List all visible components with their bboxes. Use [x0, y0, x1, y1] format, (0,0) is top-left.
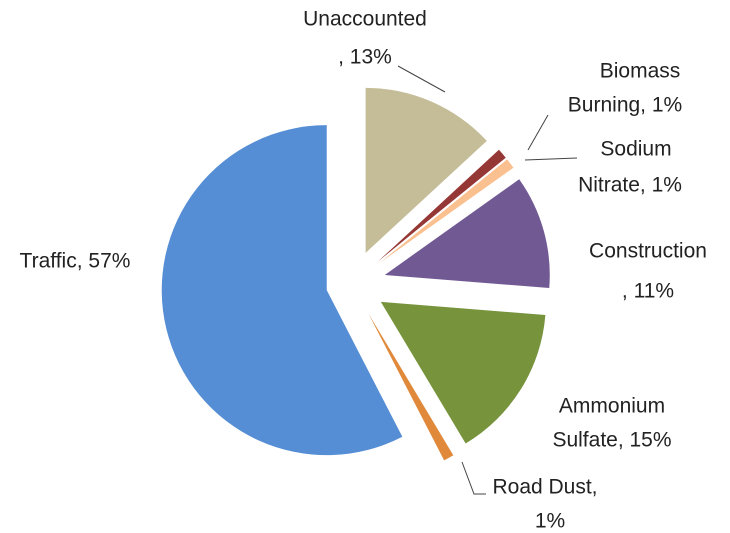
- slice-label: 1%: [535, 510, 565, 533]
- slice-label: Nitrate, 1%: [578, 174, 682, 197]
- slice-label: Sulfate, 15%: [552, 429, 671, 452]
- slice-label: Traffic, 57%: [20, 250, 131, 273]
- pie-slice: [377, 149, 506, 262]
- pie-slice: [379, 159, 514, 264]
- slice-label: Construction: [589, 240, 707, 263]
- pie-slice: [365, 87, 487, 253]
- leader-line: [461, 461, 486, 495]
- slice-label: , 13%: [338, 46, 392, 69]
- slice-label: Road Dust,: [492, 476, 597, 499]
- pie-slice: [384, 179, 550, 289]
- slice-label: Biomass: [600, 60, 681, 83]
- slice-label: Ammonium: [559, 395, 665, 418]
- leader-line: [397, 65, 446, 93]
- slice-label: Burning, 1%: [568, 94, 682, 117]
- leader-line: [524, 157, 578, 161]
- slice-label: , 11%: [622, 280, 674, 303]
- pie-slice: [161, 125, 403, 456]
- slice-label: Unaccounted: [303, 8, 427, 31]
- pie-slice: [380, 301, 546, 444]
- leader-line: [527, 114, 549, 151]
- pie-slice: [368, 313, 454, 461]
- slice-label: Sodium: [600, 138, 671, 161]
